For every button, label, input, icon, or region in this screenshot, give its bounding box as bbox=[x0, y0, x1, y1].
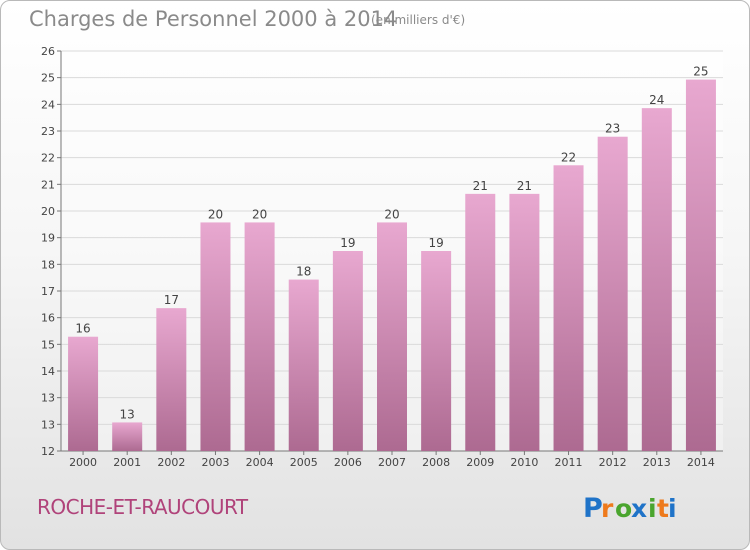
y-tick-label: 16 bbox=[41, 312, 55, 325]
logo-letter: o bbox=[615, 494, 632, 523]
y-tick-label: 22 bbox=[41, 152, 55, 165]
bar-2004 bbox=[244, 222, 275, 451]
y-tick-label: 23 bbox=[41, 125, 55, 138]
logo-letter: i bbox=[648, 494, 657, 523]
x-tick-label: 2001 bbox=[113, 456, 141, 469]
data-label: 22 bbox=[561, 150, 576, 164]
data-label: 20 bbox=[208, 207, 223, 221]
bar-2011 bbox=[553, 165, 584, 452]
logo-letter: P bbox=[583, 493, 603, 524]
x-tick-label: 2009 bbox=[466, 456, 494, 469]
logo-letter: i bbox=[668, 494, 677, 523]
bar-2013 bbox=[641, 108, 672, 452]
bar-2002 bbox=[156, 308, 187, 451]
data-label: 20 bbox=[384, 207, 399, 221]
y-tick-label: 19 bbox=[41, 232, 55, 245]
y-tick-label: 24 bbox=[41, 98, 55, 111]
data-label: 18 bbox=[296, 265, 311, 279]
y-tick-label: 17 bbox=[41, 285, 55, 298]
x-tick-label: 2006 bbox=[334, 456, 362, 469]
data-label: 21 bbox=[473, 179, 488, 193]
bar-2009 bbox=[465, 193, 496, 451]
bar-2010 bbox=[509, 193, 540, 451]
y-tick-label: 18 bbox=[41, 258, 55, 271]
bar-2008 bbox=[421, 251, 452, 451]
x-tick-label: 2003 bbox=[201, 456, 229, 469]
logo-letter: t bbox=[657, 494, 669, 523]
commune-name: ROCHE-ET-RAUCOURT bbox=[37, 495, 248, 519]
y-tick-label: 21 bbox=[41, 178, 55, 191]
x-tick-label: 2007 bbox=[378, 456, 406, 469]
chart-subtitle: (en milliers d'€) bbox=[371, 13, 466, 27]
y-tick-label: 14 bbox=[41, 365, 55, 378]
x-tick-label: 2005 bbox=[290, 456, 318, 469]
data-label: 19 bbox=[340, 236, 355, 250]
x-tick-label: 2012 bbox=[599, 456, 627, 469]
x-tick-label: 2002 bbox=[157, 456, 185, 469]
y-tick-label: 26 bbox=[41, 45, 55, 58]
y-tick-label: 13 bbox=[41, 418, 55, 431]
bar-2006 bbox=[332, 251, 363, 451]
bar-2007 bbox=[377, 222, 407, 451]
y-tick-label: 15 bbox=[41, 338, 55, 351]
x-tick-label: 2011 bbox=[555, 456, 583, 469]
bar-2003 bbox=[200, 222, 231, 451]
bar-2014 bbox=[685, 79, 716, 452]
bar-2012 bbox=[597, 136, 628, 451]
bar-2001 bbox=[112, 422, 143, 451]
y-tick-label: 12 bbox=[41, 445, 55, 458]
proxiti-logo[interactable]: Pr ox i t i bbox=[581, 491, 691, 525]
logo-letter: r bbox=[601, 494, 614, 523]
data-label: 23 bbox=[605, 122, 620, 136]
data-label: 20 bbox=[252, 207, 267, 221]
data-label: 16 bbox=[75, 322, 90, 336]
x-tick-label: 2010 bbox=[510, 456, 538, 469]
chart-title: Charges de Personnel 2000 à 2014 bbox=[29, 7, 398, 31]
bar-2005 bbox=[288, 279, 319, 451]
data-label: 19 bbox=[428, 236, 443, 250]
x-tick-label: 2013 bbox=[643, 456, 671, 469]
data-label: 13 bbox=[120, 407, 135, 421]
x-tick-label: 2008 bbox=[422, 456, 450, 469]
data-label: 24 bbox=[649, 93, 664, 107]
data-label: 25 bbox=[693, 65, 708, 79]
x-tick-label: 2000 bbox=[69, 456, 97, 469]
y-tick-label: 13 bbox=[41, 392, 55, 405]
logo-letter: x bbox=[631, 494, 647, 523]
y-tick-label: 25 bbox=[41, 72, 55, 85]
y-tick-label: 20 bbox=[41, 205, 55, 218]
bar-2000 bbox=[68, 336, 99, 451]
data-label: 21 bbox=[517, 179, 532, 193]
x-tick-label: 2004 bbox=[246, 456, 274, 469]
data-label: 17 bbox=[164, 293, 179, 307]
x-tick-label: 2014 bbox=[687, 456, 715, 469]
